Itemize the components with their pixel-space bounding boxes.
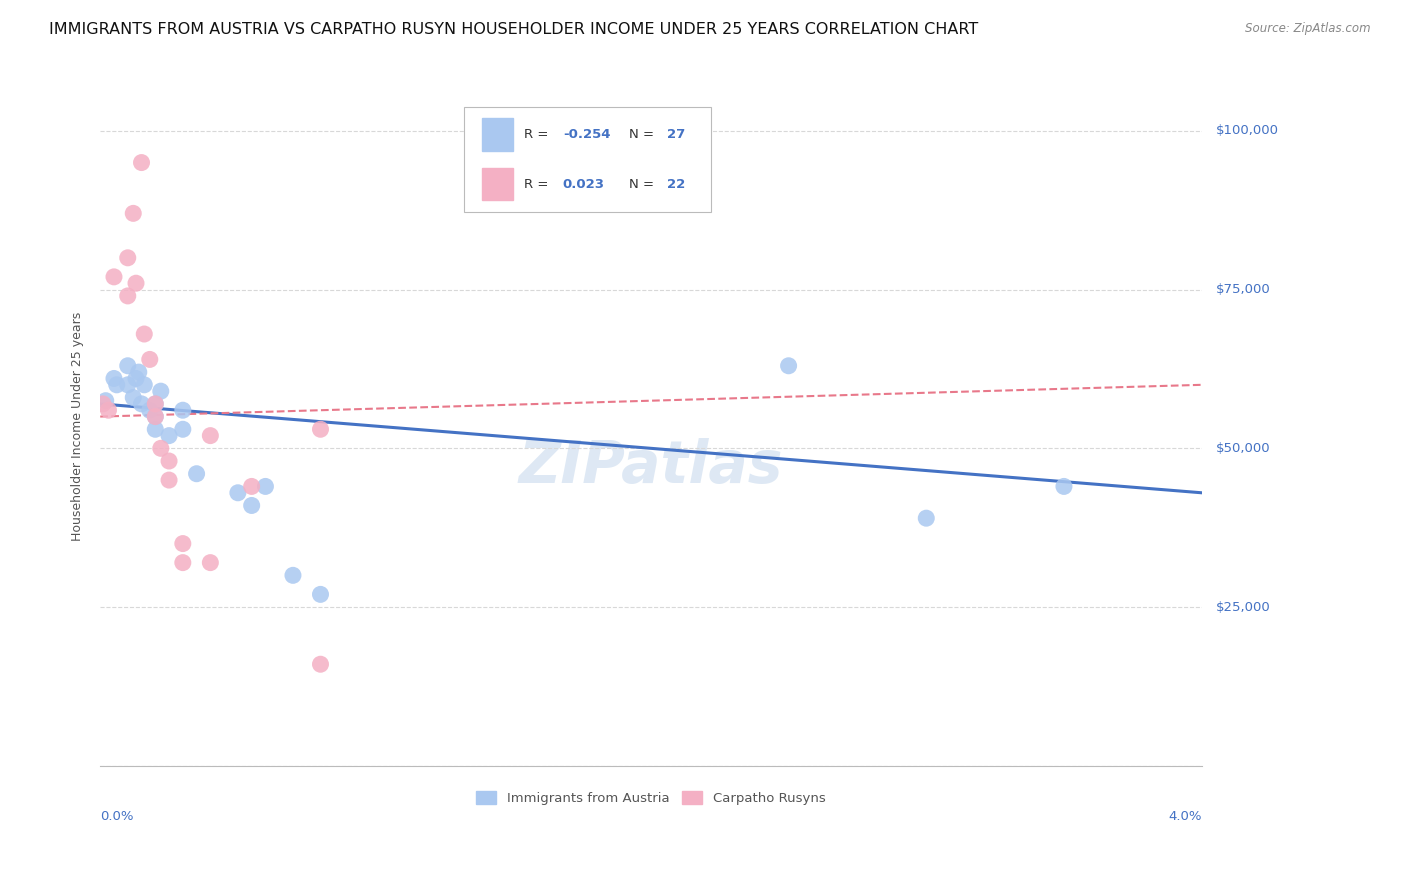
Point — [94, 393, 117, 408]
Point — [105, 377, 128, 392]
Point — [309, 587, 332, 601]
Point — [149, 384, 172, 399]
Point — [281, 568, 304, 582]
Text: 4.0%: 4.0% — [1168, 810, 1202, 823]
Point — [309, 422, 332, 436]
Text: 0.0%: 0.0% — [100, 810, 134, 823]
Text: $75,000: $75,000 — [1216, 283, 1270, 296]
Text: Source: ZipAtlas.com: Source: ZipAtlas.com — [1246, 22, 1371, 36]
Point — [91, 397, 114, 411]
Text: N =: N = — [628, 128, 658, 141]
Point — [172, 556, 194, 570]
Point — [117, 359, 139, 373]
Point — [240, 479, 263, 493]
Point — [240, 499, 263, 513]
Point — [149, 442, 172, 456]
Point — [122, 391, 145, 405]
Y-axis label: Householder Income Under 25 years: Householder Income Under 25 years — [72, 311, 84, 541]
Text: -0.254: -0.254 — [562, 128, 610, 141]
Point — [134, 326, 156, 341]
Point — [117, 377, 139, 392]
Bar — [482, 168, 513, 201]
Point — [143, 422, 166, 436]
Point — [143, 409, 166, 424]
Point — [157, 473, 180, 487]
Point — [143, 397, 166, 411]
Point — [125, 371, 148, 385]
Point — [157, 454, 180, 468]
Text: ZIPatlas: ZIPatlas — [519, 438, 783, 495]
FancyBboxPatch shape — [464, 107, 711, 212]
Text: R =: R = — [524, 178, 553, 191]
Point — [139, 352, 162, 367]
Point — [103, 371, 125, 385]
Point — [1053, 479, 1076, 493]
Point — [200, 428, 222, 442]
Point — [117, 289, 139, 303]
Point — [122, 206, 145, 220]
Point — [143, 397, 166, 411]
Point — [103, 269, 125, 284]
Text: $25,000: $25,000 — [1216, 600, 1270, 614]
Point — [134, 377, 156, 392]
Text: $100,000: $100,000 — [1216, 124, 1278, 137]
Point — [309, 657, 332, 672]
Text: R =: R = — [524, 128, 553, 141]
Point — [128, 365, 150, 379]
Point — [125, 277, 148, 291]
Point — [97, 403, 120, 417]
Point — [172, 403, 194, 417]
Point — [131, 155, 153, 169]
Point — [131, 397, 153, 411]
Point — [157, 428, 180, 442]
Text: IMMIGRANTS FROM AUSTRIA VS CARPATHO RUSYN HOUSEHOLDER INCOME UNDER 25 YEARS CORR: IMMIGRANTS FROM AUSTRIA VS CARPATHO RUSY… — [49, 22, 979, 37]
Bar — [482, 119, 513, 151]
Point — [226, 485, 249, 500]
Point — [143, 409, 166, 424]
Point — [117, 251, 139, 265]
Text: 27: 27 — [668, 128, 686, 141]
Point — [915, 511, 938, 525]
Text: $50,000: $50,000 — [1216, 442, 1270, 455]
Point — [254, 479, 277, 493]
Text: 22: 22 — [668, 178, 686, 191]
Point — [139, 403, 162, 417]
Text: N =: N = — [628, 178, 658, 191]
Point — [778, 359, 800, 373]
Point — [200, 556, 222, 570]
Text: 0.023: 0.023 — [562, 178, 605, 191]
Point — [172, 536, 194, 550]
Legend: Immigrants from Austria, Carpatho Rusyns: Immigrants from Austria, Carpatho Rusyns — [471, 786, 831, 810]
Point — [172, 422, 194, 436]
Point — [186, 467, 208, 481]
